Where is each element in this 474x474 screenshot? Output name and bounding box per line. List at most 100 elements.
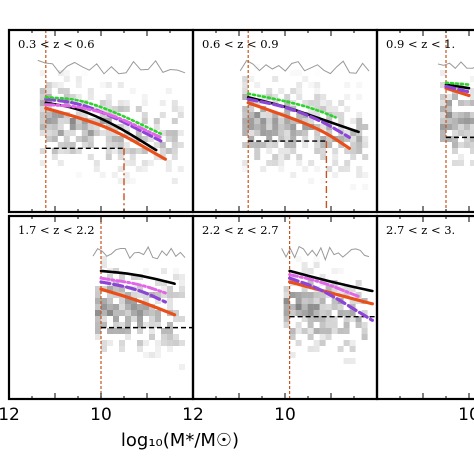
histogram-cell: [470, 160, 474, 166]
histogram-cell: [45, 130, 52, 136]
histogram-cell: [123, 142, 130, 148]
histogram-cell: [325, 328, 332, 334]
histogram-cell: [57, 112, 64, 118]
histogram-cell: [314, 148, 321, 154]
histogram-cell: [248, 76, 255, 82]
histogram-cell: [289, 292, 296, 298]
histogram-cell: [314, 130, 321, 136]
histogram-cell: [51, 118, 58, 124]
histogram-cell: [117, 106, 124, 112]
histogram-cell: [51, 148, 58, 154]
histogram-cell: [129, 160, 136, 166]
histogram-cell: [470, 130, 474, 136]
histogram-cell: [290, 148, 297, 154]
histogram-cell: [149, 328, 155, 334]
histogram-cell: [105, 142, 112, 148]
histogram-cell: [105, 130, 112, 136]
histogram-cell: [440, 136, 446, 142]
histogram-cell: [343, 358, 350, 364]
histogram-cell: [63, 130, 70, 136]
histogram-cell: [470, 148, 474, 154]
histogram-outline: [239, 59, 370, 75]
histogram-cell: [39, 88, 46, 94]
histogram-cell: [319, 340, 326, 346]
histogram-cell: [331, 268, 338, 274]
histogram-cell: [105, 100, 112, 106]
histogram-cell: [159, 142, 166, 148]
histogram-cell: [260, 166, 267, 172]
histogram-cell: [105, 148, 112, 154]
histogram-cell: [111, 112, 118, 118]
histogram-cell: [314, 166, 321, 172]
histogram-cell: [153, 118, 160, 124]
histogram-cell: [325, 310, 332, 316]
redshift-label: 1.7 < z < 2.2: [18, 223, 95, 237]
histogram-cell: [266, 112, 273, 118]
histogram-cell: [129, 148, 136, 154]
histogram-cell: [314, 82, 321, 88]
histogram-cell: [326, 106, 333, 112]
histogram-cell: [284, 154, 291, 160]
histogram-cell: [131, 304, 137, 310]
histogram-cell: [75, 94, 82, 100]
histogram-cell: [171, 118, 178, 124]
histogram-cell: [63, 136, 70, 142]
histogram-cell: [313, 304, 320, 310]
histogram-cell: [173, 334, 179, 340]
histogram-cell: [301, 268, 308, 274]
histogram-cell: [75, 112, 82, 118]
histogram-cell: [143, 292, 149, 298]
histogram-cell: [99, 100, 106, 106]
histogram-cell: [117, 82, 124, 88]
panels-layer: 0.3 < z < 0.6 0.6 < z < 0.9 0.9 < z < 1. 1.…: [0, 28, 474, 425]
histogram-cell: [117, 142, 124, 148]
histogram-cell: [155, 340, 161, 346]
histogram-cell: [266, 118, 273, 124]
histogram-cell: [149, 310, 155, 316]
histogram-cell: [278, 136, 285, 142]
histogram-cell: [153, 142, 160, 148]
histogram-cell: [332, 106, 339, 112]
curve-magenta: [99, 276, 167, 295]
histogram-cell: [464, 130, 470, 136]
histogram-cell: [458, 124, 464, 130]
histogram-cell: [95, 286, 101, 292]
histogram-cell: [141, 94, 148, 100]
histogram-cell: [39, 130, 46, 136]
histogram-cell: [254, 148, 261, 154]
histogram-cell: [111, 106, 118, 112]
histogram-cell: [242, 94, 249, 100]
histogram-cell: [159, 112, 166, 118]
histogram-cell: [137, 304, 143, 310]
histogram-cell: [356, 124, 363, 130]
histogram-cell: [125, 292, 131, 298]
histogram-cell: [153, 154, 160, 160]
histogram-cell: [290, 130, 297, 136]
histogram-cell: [131, 316, 137, 322]
histogram-cell: [470, 88, 474, 94]
histogram-cell: [69, 148, 76, 154]
histogram-cell: [101, 322, 107, 328]
histogram-cell: [93, 160, 100, 166]
histogram-cell: [308, 82, 315, 88]
histogram-cell: [440, 130, 446, 136]
histogram-cell: [344, 148, 351, 154]
histogram-cell: [344, 82, 351, 88]
histogram-cell: [81, 112, 88, 118]
histogram-cell: [343, 316, 350, 322]
histogram-cell: [470, 142, 474, 148]
histogram-cell: [161, 292, 167, 298]
histogram-cell: [350, 148, 357, 154]
histogram-cell: [319, 310, 326, 316]
histogram-cell: [75, 118, 82, 124]
histogram-cell: [440, 70, 446, 76]
histogram-cell: [337, 328, 344, 334]
histogram-cell: [283, 304, 290, 310]
histogram-cell: [295, 328, 302, 334]
histogram-cell: [81, 124, 88, 130]
panel-2: 0.6 < z < 0.9: [191, 28, 379, 214]
panel-plot-area: [437, 30, 474, 212]
histogram-cell: [314, 124, 321, 130]
histogram-cell: [254, 118, 261, 124]
